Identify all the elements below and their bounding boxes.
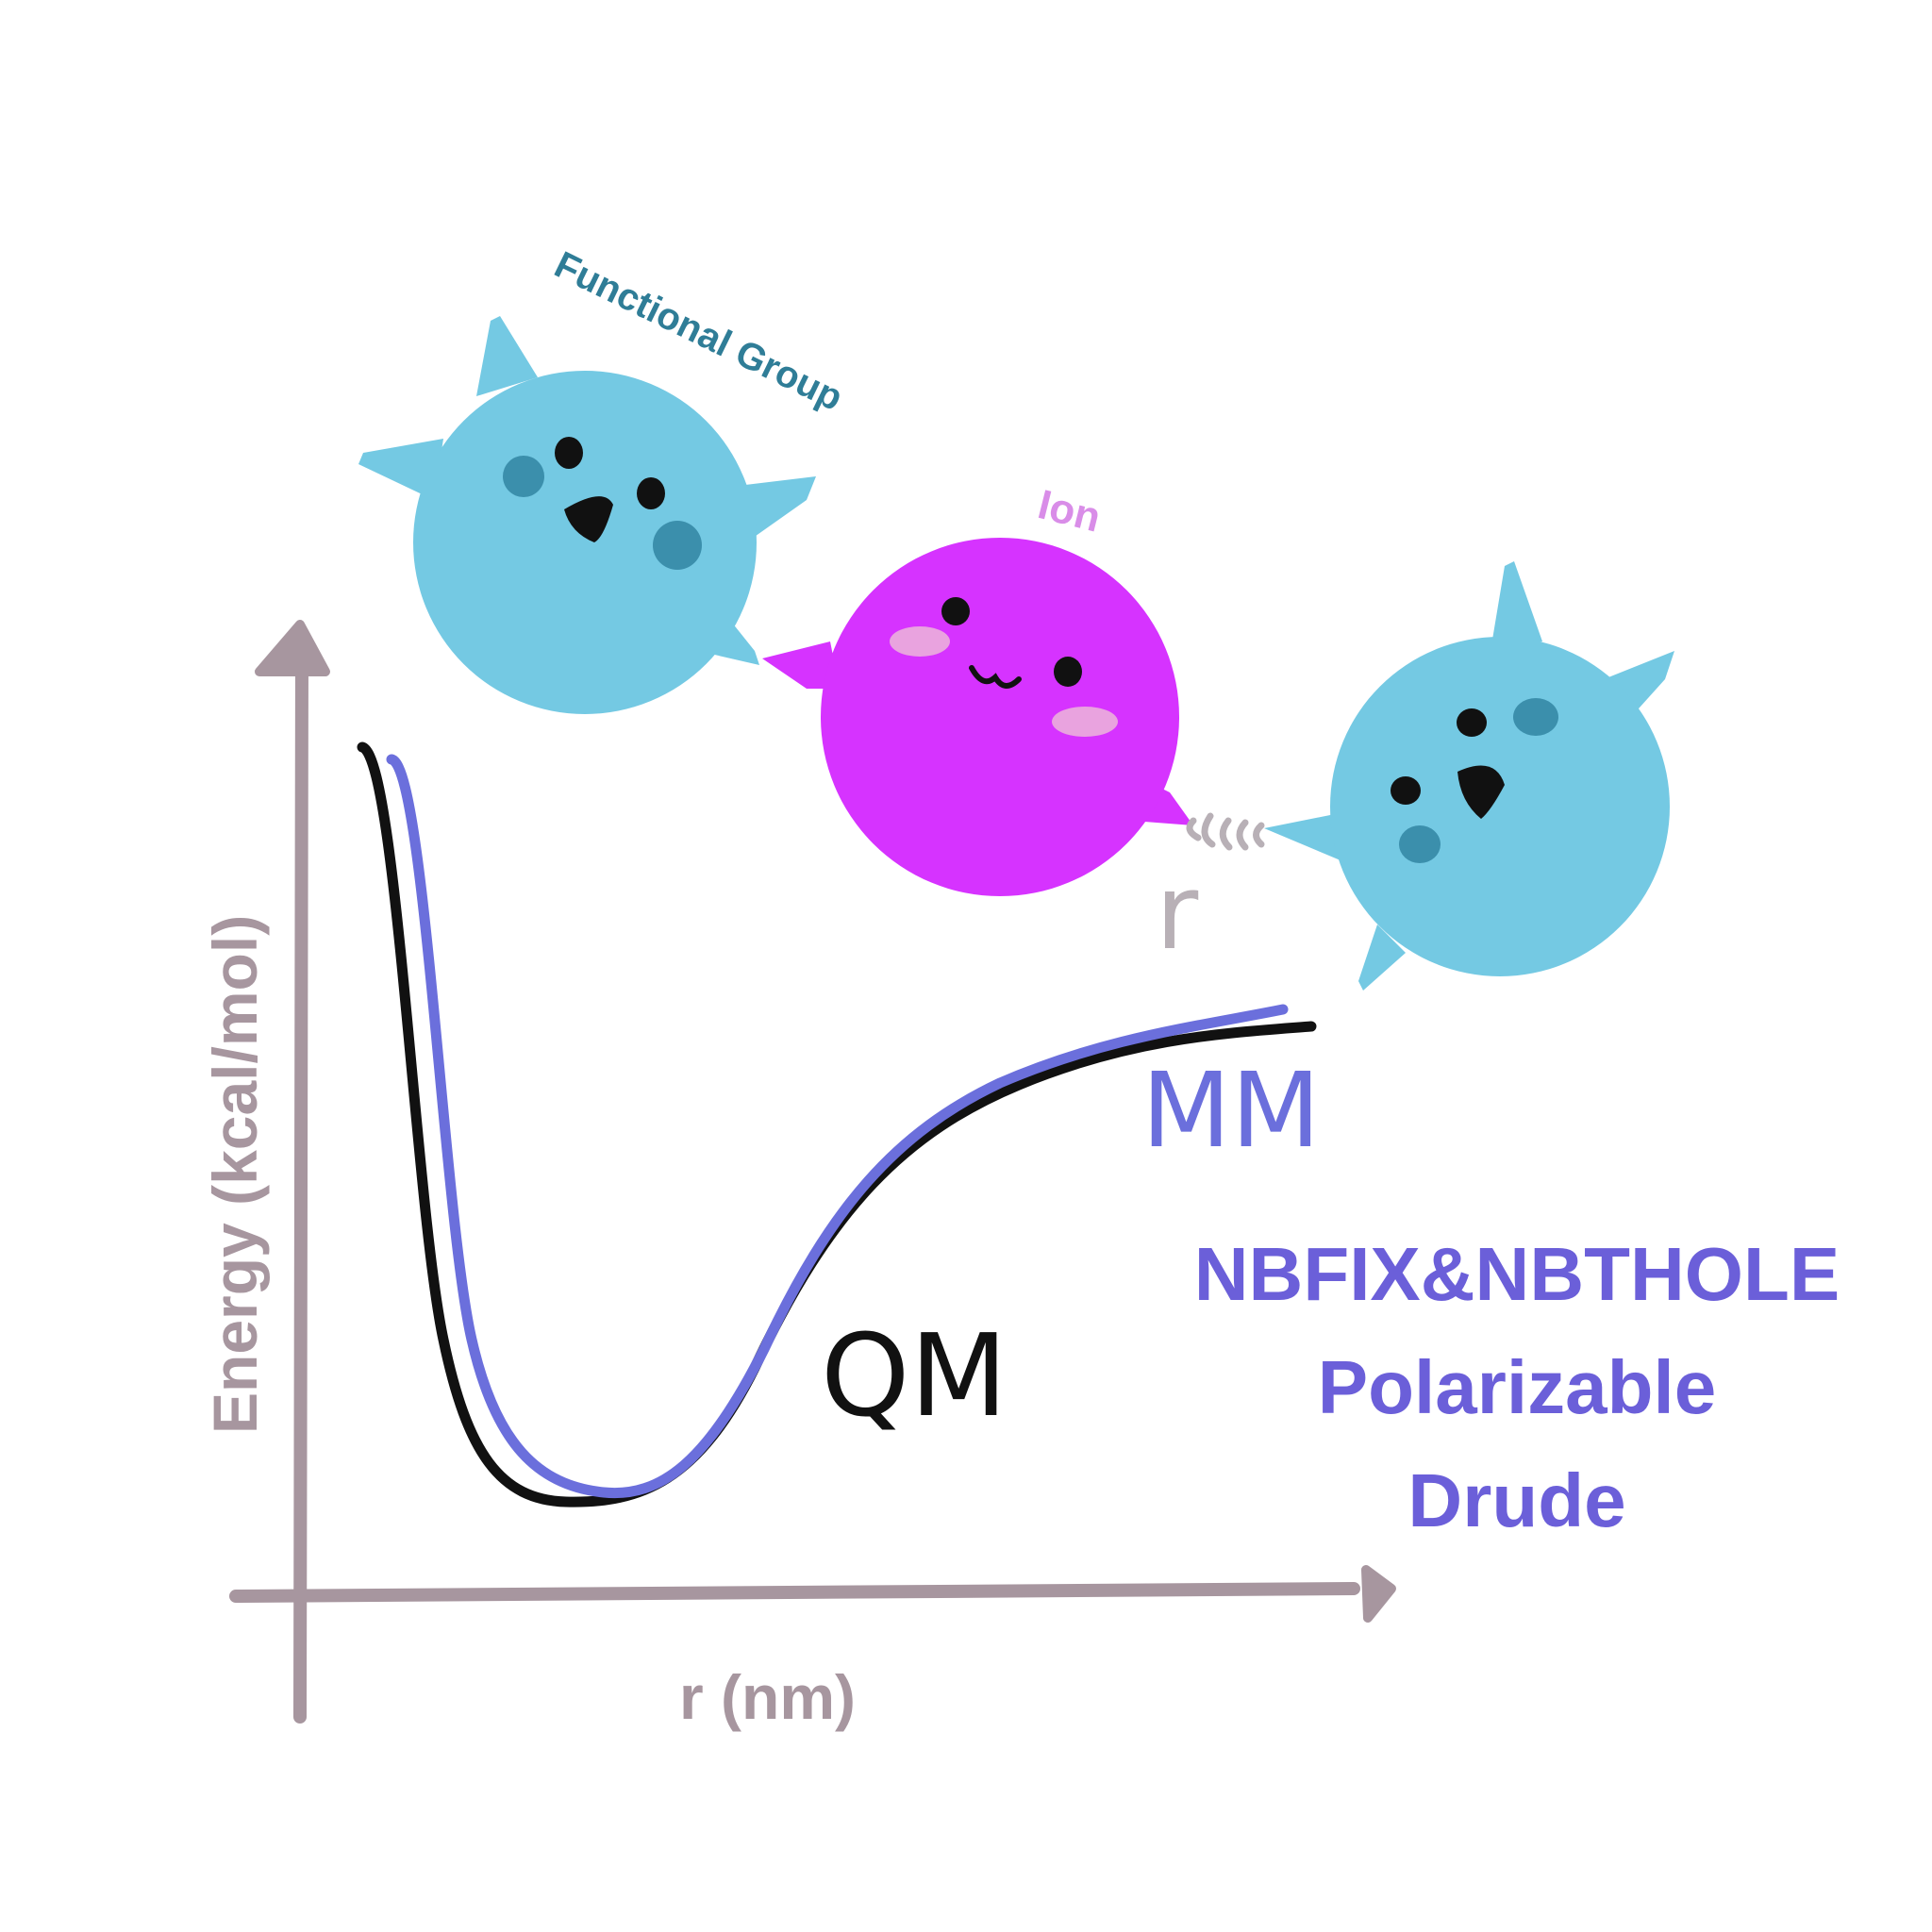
method-line-3: Drude — [1407, 1458, 1625, 1542]
y-axis-line — [293, 644, 308, 1724]
ion-body — [821, 538, 1179, 896]
x-axis-arrow — [1361, 1565, 1396, 1623]
right-character-eye-bottom — [1391, 776, 1421, 805]
right-character-horn — [1491, 561, 1542, 651]
spring-coil-2 — [1201, 812, 1216, 848]
functional-group-character-right — [1264, 561, 1674, 991]
ion-mouth — [969, 665, 1022, 689]
ion-eye-left — [941, 597, 970, 625]
right-character-blush-top — [1513, 698, 1558, 736]
spring-coil-1 — [1186, 817, 1202, 841]
spring-coil-5 — [1253, 822, 1265, 848]
y-axis-label: Energy (kcal/mol) — [200, 915, 270, 1434]
functional-group-character-left: Functional Group — [358, 244, 849, 714]
x-axis-label: r (nm) — [679, 1662, 856, 1732]
x-axis-line — [229, 1582, 1360, 1603]
mm-label: MM — [1141, 1050, 1321, 1171]
method-line-1: NBFIX&NBTHOLE — [1194, 1232, 1840, 1316]
distance-label: r — [1156, 852, 1199, 973]
left-character-horn — [476, 316, 538, 396]
right-character-body — [1330, 637, 1670, 976]
method-line-2: Polarizable — [1318, 1345, 1716, 1429]
right-character-arm-lower — [1358, 924, 1406, 991]
left-character-arm-left — [358, 439, 443, 500]
ion-arm-left — [762, 641, 840, 689]
method-labels: NBFIX&NBTHOLE Polarizable Drude — [1194, 1232, 1840, 1542]
right-character-blush-bottom — [1399, 825, 1441, 863]
left-character-blush-left — [503, 456, 544, 497]
y-axis-arrow — [255, 620, 330, 676]
left-character-eye-left — [555, 437, 583, 469]
spring-coil-4 — [1236, 819, 1249, 851]
ion-label: Ion — [1034, 481, 1106, 541]
axes: Energy (kcal/mol) r (nm) — [200, 620, 1396, 1732]
qm-label: QM — [821, 1311, 1008, 1442]
left-character-eye-right — [637, 477, 665, 509]
left-character-body — [413, 371, 757, 714]
ion-eye-right — [1054, 657, 1082, 687]
spring-connector: r — [1156, 812, 1265, 973]
ion-blush-left — [890, 626, 950, 657]
ion-blush-right — [1052, 707, 1118, 737]
left-character-blush-right — [653, 521, 702, 570]
right-character-eye-top — [1457, 708, 1487, 737]
left-character-nose — [564, 496, 613, 542]
energy-curves: QM MM — [357, 741, 1321, 1507]
spring-coil-3 — [1219, 817, 1233, 851]
right-character-nose — [1457, 765, 1505, 819]
ion-character: Ion — [762, 481, 1193, 896]
mm-curve — [386, 754, 1289, 1499]
